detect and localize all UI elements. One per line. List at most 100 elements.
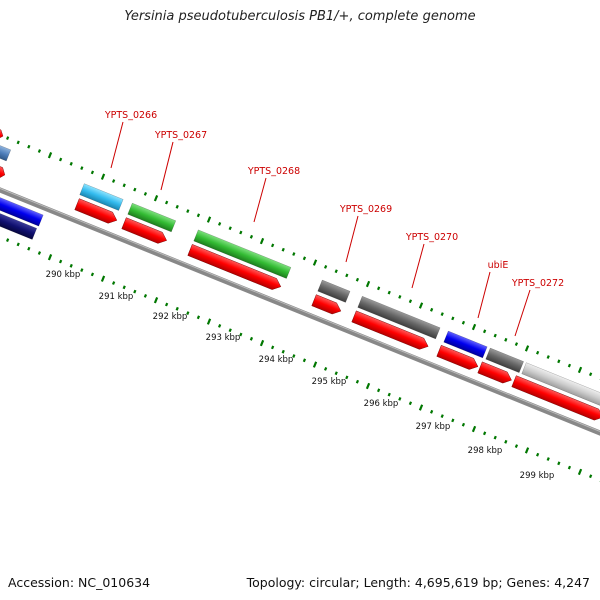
orf-bar-gray xyxy=(357,295,441,340)
gc-tick xyxy=(5,136,10,141)
gc-tick xyxy=(524,345,530,352)
gc-tick xyxy=(186,311,190,316)
gc-tick xyxy=(228,226,232,231)
gc-tick xyxy=(164,302,169,307)
gc-tick xyxy=(249,336,254,341)
gc-tick xyxy=(153,195,159,202)
scale-label: 292 kbp xyxy=(153,312,188,322)
gene-label: YPTS_0266 xyxy=(104,110,157,121)
gc-tick xyxy=(58,157,63,162)
gc-tick xyxy=(228,328,232,333)
gc-tick xyxy=(80,166,84,171)
gc-tick xyxy=(524,447,530,454)
gc-tick xyxy=(514,342,519,347)
orf-bar-cyan xyxy=(79,183,124,211)
gc-tick xyxy=(312,361,318,368)
gc-tick xyxy=(504,439,508,444)
cds-arrow xyxy=(74,198,118,224)
genome-backbone xyxy=(0,187,600,436)
gc-tick xyxy=(334,269,338,274)
gc-tick xyxy=(292,354,296,358)
gc-tick xyxy=(281,247,285,252)
gc-tick xyxy=(80,268,84,273)
gc-tick xyxy=(546,457,550,461)
gene-label-leader xyxy=(160,141,174,191)
gc-tick xyxy=(535,452,540,457)
gc-tick xyxy=(37,251,42,255)
gc-ticks-outer xyxy=(5,136,600,381)
gc-tick xyxy=(281,349,285,354)
gene-label-leader xyxy=(477,271,491,319)
gc-tick xyxy=(27,246,31,251)
gc-tick xyxy=(47,152,53,159)
gc-tick xyxy=(47,254,53,261)
scale-label: 290 kbp xyxy=(46,270,81,280)
gc-tick xyxy=(292,252,296,256)
gc-tick xyxy=(365,280,371,288)
scale-label: 293 kbp xyxy=(206,333,241,343)
scale-layer: 290 kbp 291 kbp 292 kbp 293 kbp 294 kbp 295 k… xyxy=(46,270,555,481)
gc-tick xyxy=(376,286,381,291)
gc-tick xyxy=(471,425,477,433)
gc-tick xyxy=(37,149,42,153)
gc-tick xyxy=(482,431,487,436)
gc-tick xyxy=(175,306,179,311)
scale-label: 296 kbp xyxy=(364,399,399,409)
gc-tick xyxy=(493,333,497,338)
scale-label: 298 kbp xyxy=(468,446,503,456)
gc-tick xyxy=(217,222,222,226)
gc-tick xyxy=(122,183,126,188)
gc-tick xyxy=(206,318,212,325)
cds-arrow xyxy=(121,217,167,244)
gc-tick xyxy=(217,324,222,328)
gc-tick xyxy=(418,302,424,309)
gene-label: ubiE xyxy=(488,260,509,271)
gc-tick xyxy=(461,422,466,427)
gc-tick xyxy=(143,294,148,298)
cds-arrow xyxy=(0,163,6,179)
gc-tick xyxy=(186,209,190,214)
gc-tick xyxy=(461,320,466,325)
gc-tick xyxy=(345,375,349,380)
gc-tick xyxy=(58,259,63,264)
gc-tick xyxy=(546,355,550,359)
scale-label: 299 kbp xyxy=(520,471,555,481)
gc-tick xyxy=(365,382,371,390)
cds-arrow xyxy=(311,294,342,315)
gc-tick xyxy=(302,256,307,261)
backbone-line xyxy=(0,187,600,436)
scale-label: 297 kbp xyxy=(416,422,451,432)
gc-tick xyxy=(440,414,444,419)
gc-tick xyxy=(100,173,106,180)
gc-tick xyxy=(100,275,106,282)
gc-tick xyxy=(16,140,20,145)
gc-tick xyxy=(133,187,137,192)
orf-bar-green xyxy=(193,229,292,279)
gc-tick xyxy=(451,418,455,423)
gc-tick xyxy=(111,281,116,285)
gc-ticks-inner xyxy=(5,238,600,483)
gc-tick xyxy=(398,397,402,401)
orf-bar-gray xyxy=(317,279,351,303)
gc-tick xyxy=(355,379,360,384)
gc-tick xyxy=(69,161,73,166)
gc-tick xyxy=(206,216,212,223)
gc-tick xyxy=(577,366,583,374)
orf-bar-steel xyxy=(0,142,12,162)
gc-tick xyxy=(90,170,95,175)
gc-tick xyxy=(345,273,349,278)
gc-tick xyxy=(398,295,402,299)
gene-label-leader xyxy=(253,177,267,223)
gc-tick xyxy=(16,242,20,247)
gc-tick xyxy=(557,359,561,364)
gene-label: YPTS_0267 xyxy=(154,130,207,141)
cds-arrow xyxy=(477,361,512,384)
gene-label-layer: YPTS_0266 YPTS_0267 YPTS_0268 YPTS_0269 YPTS… xyxy=(104,110,564,337)
gc-tick xyxy=(588,372,593,377)
gc-tick xyxy=(387,290,391,295)
gc-tick xyxy=(5,238,10,243)
orf-bar-blue xyxy=(443,330,488,359)
gc-content-track xyxy=(5,136,600,483)
gc-tick xyxy=(429,409,434,414)
